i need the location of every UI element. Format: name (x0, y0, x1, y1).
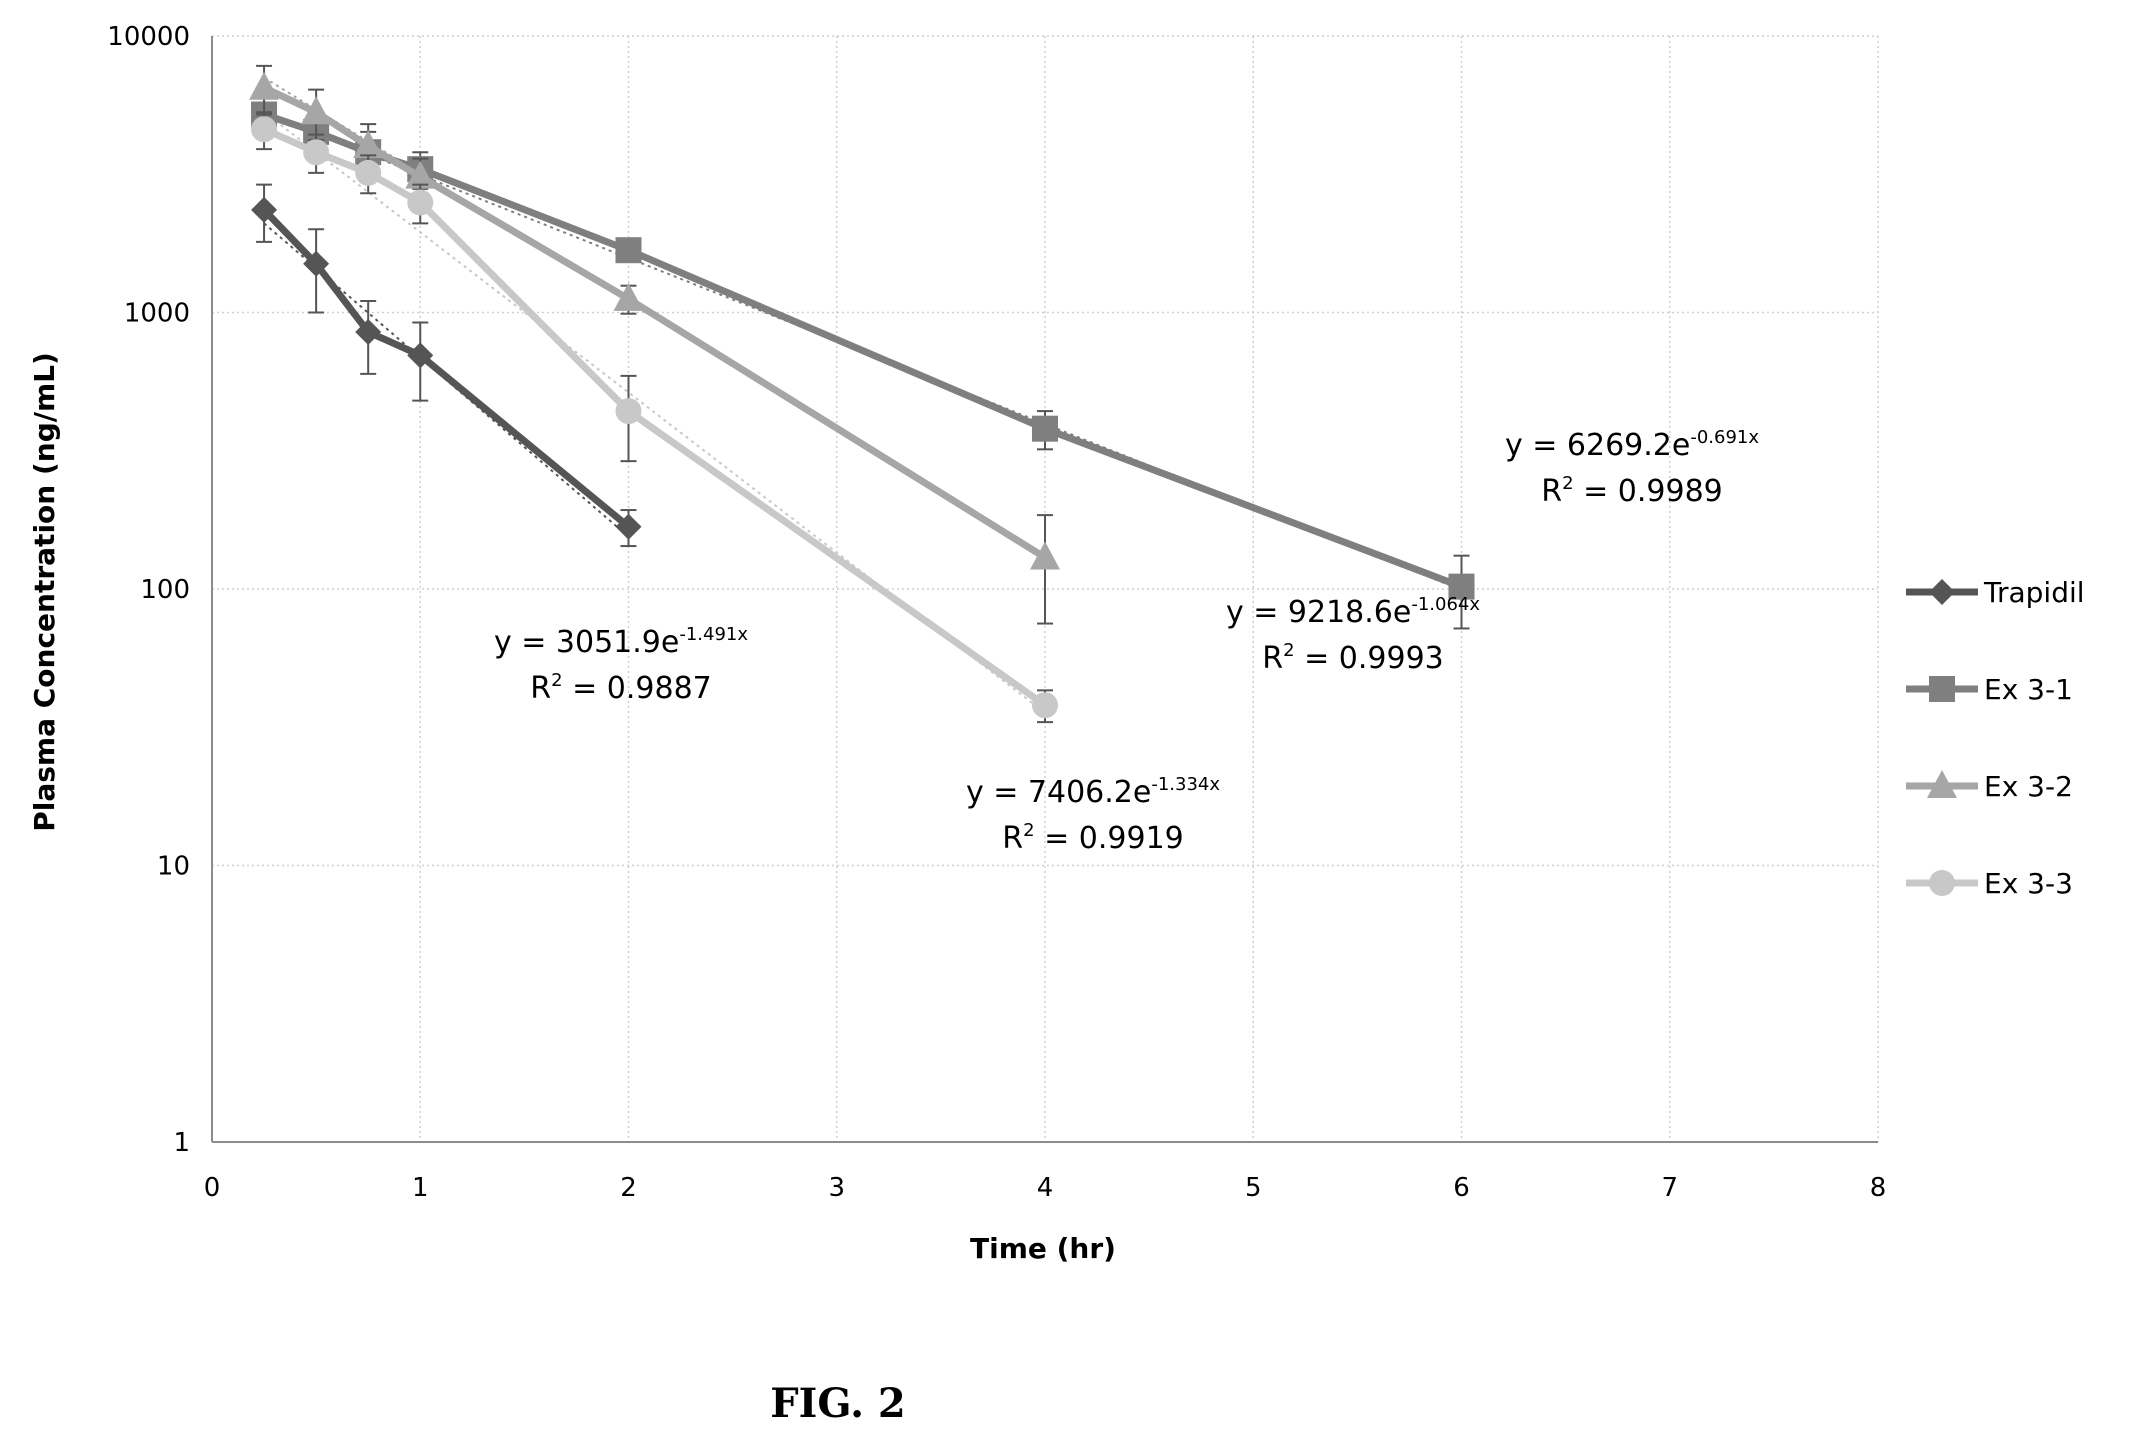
r-squared-value: = 0.9887 (563, 671, 712, 706)
data-point (251, 196, 278, 223)
trendline-equation: y = 3051.9e-1.491x (494, 624, 748, 660)
series (249, 64, 1475, 724)
x-tick-label: 3 (828, 1173, 845, 1203)
legend-marker (1929, 870, 1955, 896)
y-tick-label: 10 (157, 852, 190, 882)
r-squared-label: R (1262, 641, 1283, 676)
legend: Trapidil Ex 3-1 Ex 3-2 Ex 3-3 (1906, 576, 2085, 900)
data-point (249, 71, 280, 100)
y-tick-label: 1000 (124, 299, 190, 329)
series-ex-3-1 (251, 94, 1475, 630)
series-line (262, 111, 1463, 590)
r-squared-value: = 0.9993 (1295, 641, 1444, 676)
data-point (615, 237, 642, 264)
legend-marker (1929, 579, 1955, 605)
series-ex-3-2 (249, 64, 1060, 625)
data-point (1448, 573, 1475, 600)
r-squared-value: = 0.9989 (1574, 474, 1723, 509)
data-point (353, 130, 384, 159)
x-tick-label: 6 (1453, 1173, 1470, 1203)
trendline-equation: y = 6269.2e-0.691x (1505, 427, 1759, 463)
r-squared-label: R (530, 671, 551, 706)
data-point (615, 398, 642, 425)
y-tick-label: 1 (173, 1128, 190, 1158)
data-point (405, 160, 436, 189)
r-squared-exponent: 2 (1283, 640, 1294, 661)
trendline-annotation: y = 3051.9e-1.491x R2 = 0.9887 (494, 624, 748, 706)
figure-caption: FIG. 2 (770, 1380, 906, 1427)
r-squared: R2 = 0.9989 (1541, 473, 1723, 509)
y-tick-label: 10000 (107, 22, 190, 52)
r-squared: R2 = 0.9887 (530, 670, 712, 706)
r-squared-value: = 0.9919 (1035, 821, 1184, 856)
r-squared-label: R (1541, 474, 1562, 509)
r-squared-label: R (1002, 821, 1023, 856)
x-tick-label: 0 (204, 1173, 221, 1203)
legend-item: Trapidil (1906, 576, 2085, 609)
equation-text: y = 6269.2e (1505, 428, 1690, 463)
legend-item: Ex 3-2 (1906, 770, 2073, 803)
trendline-annotation: y = 9218.6e-1.064x R2 = 0.9993 (1226, 594, 1480, 676)
legend-marker (1929, 676, 1955, 702)
x-tick-label: 8 (1870, 1173, 1887, 1203)
legend-marker (1927, 770, 1957, 798)
legend-item: Ex 3-1 (1906, 673, 2073, 706)
equation-text: y = 3051.9e (494, 625, 679, 660)
trendline-equation: y = 7406.2e-1.334x (966, 774, 1220, 810)
trendline-annotation: y = 6269.2e-0.691x R2 = 0.9989 (1505, 427, 1759, 509)
data-point (1030, 541, 1060, 570)
data-point (613, 282, 644, 311)
data-point (407, 342, 434, 369)
x-tick-label: 2 (620, 1173, 637, 1203)
legend-label: Ex 3-1 (1984, 673, 2073, 706)
x-axis-title: Time (hr) (970, 1232, 1116, 1265)
r-squared: R2 = 0.9993 (1262, 640, 1444, 676)
equation-text: y = 7406.2e (966, 775, 1151, 810)
data-point (301, 96, 332, 125)
trendline-equation: y = 9218.6e-1.064x (1226, 594, 1480, 630)
legend-label: Ex 3-2 (1984, 770, 2073, 803)
series-trapidil (251, 183, 642, 548)
y-tick-label: 100 (140, 575, 190, 605)
legend-item: Ex 3-3 (1906, 867, 2073, 900)
x-tick-label: 5 (1245, 1173, 1262, 1203)
x-tick-label: 4 (1037, 1173, 1054, 1203)
data-point (1032, 415, 1058, 442)
equation-exponent: -1.334x (1151, 774, 1220, 795)
data-point (303, 250, 330, 277)
r-squared-exponent: 2 (1023, 820, 1034, 841)
r-squared-exponent: 2 (551, 670, 562, 691)
r-squared-exponent: 2 (1562, 473, 1573, 494)
data-point (615, 513, 642, 540)
data-point (355, 319, 382, 346)
data-point (355, 159, 382, 186)
x-tick-label: 1 (412, 1173, 429, 1203)
equation-exponent: -1.064x (1411, 594, 1480, 615)
data-point (1032, 692, 1058, 719)
equation-text: y = 9218.6e (1226, 595, 1411, 630)
equation-exponent: -0.691x (1690, 427, 1759, 448)
series-line (262, 125, 1048, 709)
y-axis-title: Plasma Concentration (ng/mL) (28, 352, 61, 832)
equation-exponent: -1.491x (679, 624, 748, 645)
series-line (262, 84, 1047, 561)
data-point (251, 116, 278, 143)
r-squared: R2 = 0.9919 (1002, 820, 1184, 856)
trendline-annotation: y = 7406.2e-1.334x R2 = 0.9919 (966, 774, 1220, 856)
legend-label: Trapidil (1983, 576, 2085, 609)
series-ex-3-3 (251, 111, 1058, 724)
data-point (407, 189, 434, 216)
data-point (303, 139, 330, 166)
x-tick-label: 7 (1661, 1173, 1678, 1203)
legend-label: Ex 3-3 (1984, 867, 2073, 900)
